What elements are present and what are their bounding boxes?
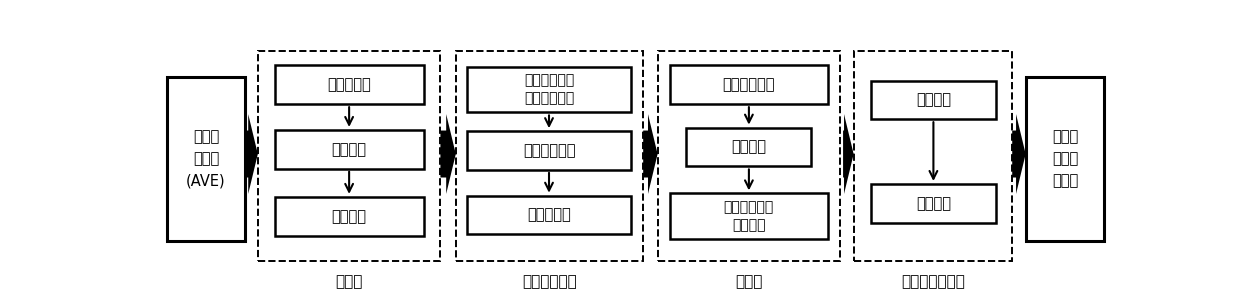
Bar [258,51,440,261]
Bar [467,66,631,112]
Bar [467,131,631,170]
Polygon shape [246,114,258,194]
Text: 预处理: 预处理 [336,274,363,289]
Text: 相邻模型三维
重叠区域获取: 相邻模型三维 重叠区域获取 [523,73,574,106]
Polygon shape [1012,114,1025,194]
Bar [1025,77,1105,241]
Text: 背景帧提取: 背景帧提取 [327,77,371,92]
Text: 相机注册: 相机注册 [331,142,367,157]
Bar [274,130,424,169]
Text: 相机分组: 相机分组 [732,139,766,154]
Bar [456,51,644,261]
Text: 增强虚
拟环境
(AVE): 增强虚 拟环境 (AVE) [186,129,226,188]
Text: 图构建: 图构建 [735,274,763,289]
Text: 链式调整: 链式调整 [916,196,951,211]
Bar [870,81,996,119]
Text: 直方图计算: 直方图计算 [527,208,570,223]
Bar [467,196,631,235]
Bar [670,65,828,104]
Bar [274,197,424,236]
Bar [687,127,811,166]
Text: 相机拓扑图构
建、划分: 相机拓扑图构 建、划分 [724,200,774,232]
Polygon shape [644,114,657,194]
Bar [853,51,1012,261]
Bar [670,193,828,239]
Text: 相机实时调度: 相机实时调度 [723,77,775,92]
Bar [657,51,841,261]
Text: 颜色一致性优化: 颜色一致性优化 [901,274,965,289]
Bar [166,77,246,241]
Polygon shape [843,114,853,194]
Text: 最短路径: 最短路径 [916,92,951,107]
Bar [274,65,424,104]
Text: 重叠纹理生成: 重叠纹理生成 [522,274,577,289]
Text: 网格一
致性纹
理渲染: 网格一 致性纹 理渲染 [1052,129,1079,188]
Bar [870,184,996,223]
Text: 二维纹理计算: 二维纹理计算 [523,143,575,158]
Polygon shape [440,114,456,194]
Text: 网格模型: 网格模型 [331,209,367,224]
